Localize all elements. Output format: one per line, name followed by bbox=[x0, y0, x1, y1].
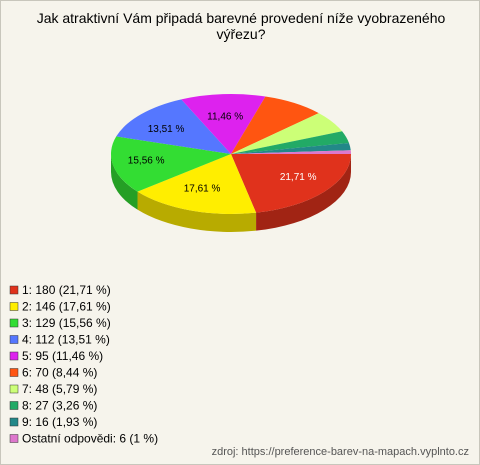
chart-title: Jak atraktivní Vám připadá barevné prove… bbox=[36, 10, 446, 42]
value-label: 13,51 % bbox=[148, 124, 185, 135]
legend-label: 8: 27 (3,26 %) bbox=[22, 399, 97, 413]
legend-label: Ostatní odpovědi: 6 (1 %) bbox=[22, 432, 158, 446]
slice-side bbox=[256, 154, 351, 231]
slice bbox=[231, 143, 351, 154]
legend-swatch bbox=[9, 434, 19, 443]
legend-label: 4: 112 (13,51 %) bbox=[22, 333, 110, 347]
legend-swatch bbox=[9, 302, 19, 311]
legend-label: 9: 16 (1,93 %) bbox=[22, 415, 97, 429]
value-label: 11,46 % bbox=[207, 112, 243, 123]
legend-label: 3: 129 (15,56 %) bbox=[22, 316, 111, 330]
slice bbox=[231, 154, 351, 213]
legend-label: 2: 146 (17,61 %) bbox=[22, 300, 111, 314]
legend-swatch bbox=[9, 417, 19, 427]
legend-label: 5: 95 (11,46 %) bbox=[22, 349, 103, 363]
slice bbox=[137, 154, 257, 214]
legend-swatch bbox=[9, 384, 19, 394]
legend-swatch bbox=[9, 335, 19, 344]
legend-label: 7: 48 (5,79 %) bbox=[22, 382, 97, 396]
legend-label: 6: 70 (8,44 %) bbox=[22, 366, 97, 380]
slice bbox=[231, 96, 319, 154]
legend-swatch bbox=[9, 368, 19, 377]
slice bbox=[231, 150, 351, 154]
slice bbox=[110, 136, 231, 192]
slice-side bbox=[137, 191, 257, 232]
legend-swatch bbox=[9, 401, 19, 410]
value-label: 17,61 % bbox=[184, 184, 221, 195]
slice bbox=[181, 94, 266, 154]
legend-swatch bbox=[9, 285, 19, 295]
legend-swatch bbox=[9, 351, 19, 361]
value-label: 15,56 % bbox=[128, 156, 165, 167]
slice bbox=[231, 131, 349, 154]
slice-side bbox=[111, 154, 138, 210]
slice bbox=[116, 99, 231, 154]
legend-label: 1: 180 (21,71 %) bbox=[22, 283, 111, 297]
legend-swatch bbox=[9, 318, 19, 328]
slice bbox=[231, 113, 343, 154]
source-note: zdroj: https://preference-barev-na-mapac… bbox=[212, 446, 469, 458]
value-label: 21,71 % bbox=[280, 172, 317, 183]
